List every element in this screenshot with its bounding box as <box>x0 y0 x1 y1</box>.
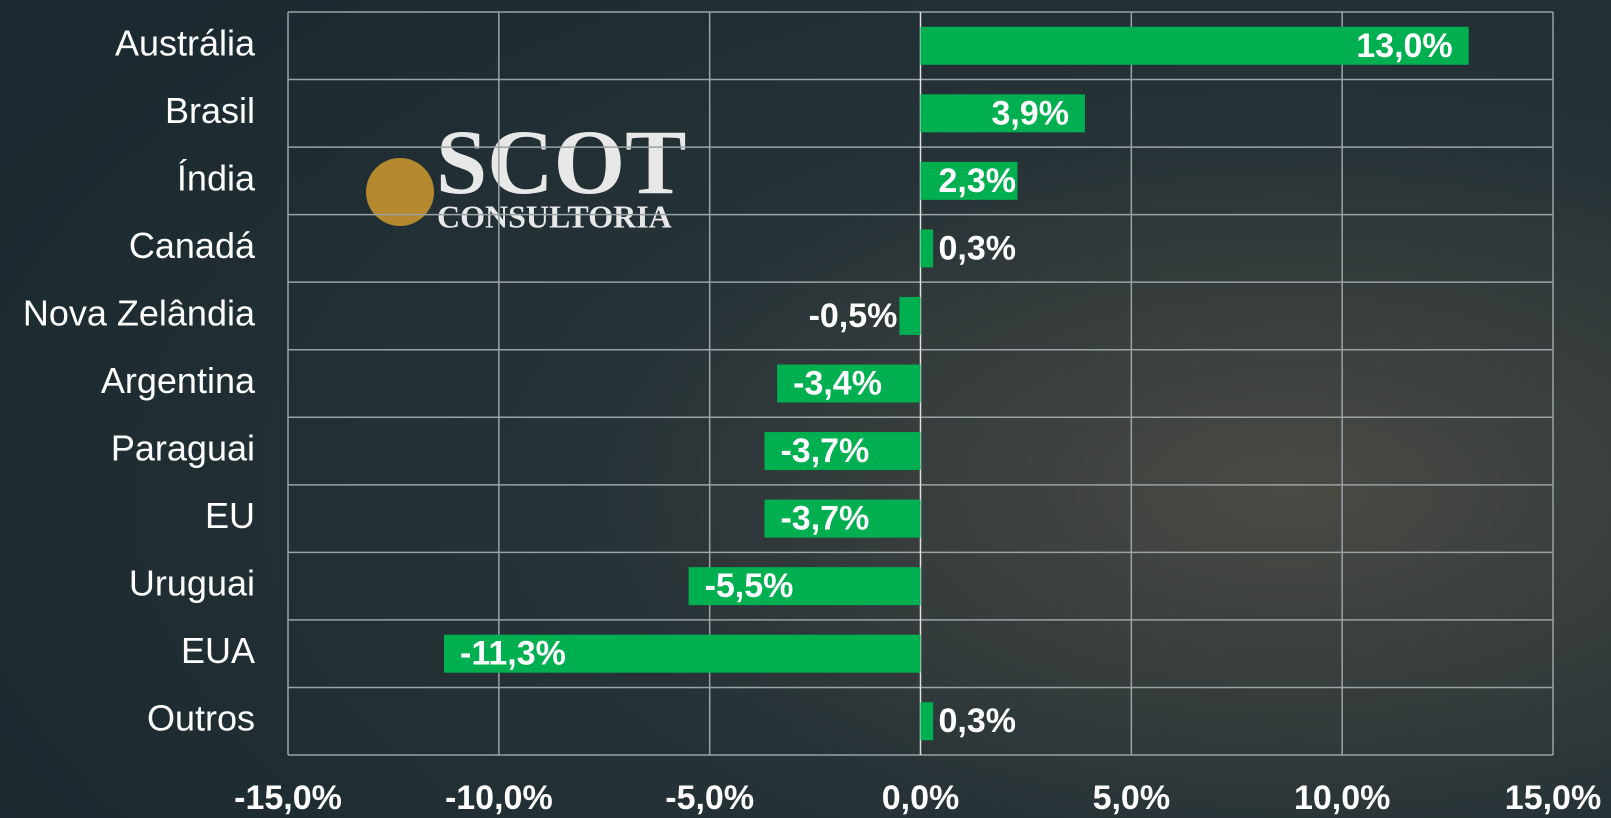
bar <box>921 702 934 740</box>
x-tick-label: -15,0% <box>234 779 342 817</box>
logo-icon <box>366 158 434 226</box>
y-tick-label: EU <box>205 495 255 536</box>
y-tick-label: Brasil <box>165 90 255 131</box>
x-tick-label: -5,0% <box>665 779 754 817</box>
value-label: -11,3% <box>460 635 566 673</box>
value-label: 3,9% <box>991 94 1069 132</box>
x-tick-label: 0,0% <box>882 779 960 817</box>
value-label: 0,3% <box>939 702 1017 740</box>
page: SCOT CONSULTORIA -15,0%-10,0%-5,0%0,0%5,… <box>0 0 1611 818</box>
bar <box>921 229 934 267</box>
y-tick-label: EUA <box>181 630 255 671</box>
chart: SCOT CONSULTORIA -15,0%-10,0%-5,0%0,0%5,… <box>0 0 1611 818</box>
x-tick-label: 15,0% <box>1505 779 1601 817</box>
y-tick-label: Austrália <box>115 22 256 63</box>
x-tick-label: 5,0% <box>1093 779 1171 817</box>
value-label: -3,7% <box>780 432 869 470</box>
value-label: 13,0% <box>1356 27 1452 65</box>
value-label: -3,4% <box>793 364 882 402</box>
y-tick-label: Paraguai <box>111 428 255 469</box>
value-label: -0,5% <box>809 297 898 335</box>
value-label: -3,7% <box>780 500 869 538</box>
x-tick-label: -10,0% <box>445 779 553 817</box>
x-tick-label: 10,0% <box>1294 779 1390 817</box>
y-tick-label: Outros <box>147 698 255 739</box>
y-tick-label: Nova Zelândia <box>23 292 256 333</box>
logo-subtitle: CONSULTORIA <box>437 198 672 234</box>
value-label: 0,3% <box>939 229 1017 267</box>
value-label: -5,5% <box>705 567 794 605</box>
y-tick-label: Argentina <box>101 360 256 401</box>
y-tick-label: Índia <box>177 157 256 198</box>
y-tick-label: Uruguai <box>129 563 255 604</box>
value-label: 2,3% <box>939 162 1017 200</box>
bar <box>899 297 920 335</box>
y-tick-label: Canadá <box>129 225 256 266</box>
